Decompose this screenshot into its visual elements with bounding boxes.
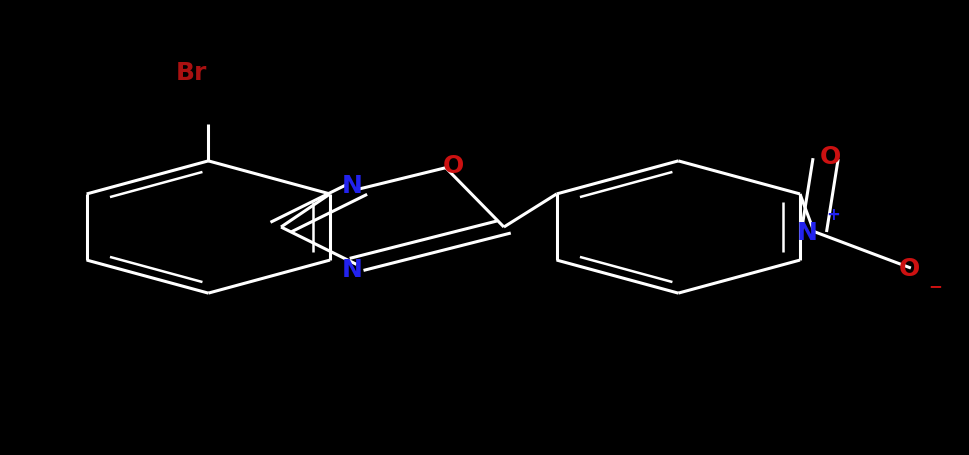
Text: Br: Br (176, 61, 207, 85)
Text: +: + (827, 206, 840, 224)
Text: O: O (898, 257, 920, 280)
Text: O: O (443, 154, 464, 178)
Text: N: N (341, 258, 362, 281)
Text: −: − (928, 277, 942, 295)
Text: N: N (797, 220, 818, 244)
Text: O: O (820, 145, 841, 169)
Text: N: N (341, 174, 362, 197)
